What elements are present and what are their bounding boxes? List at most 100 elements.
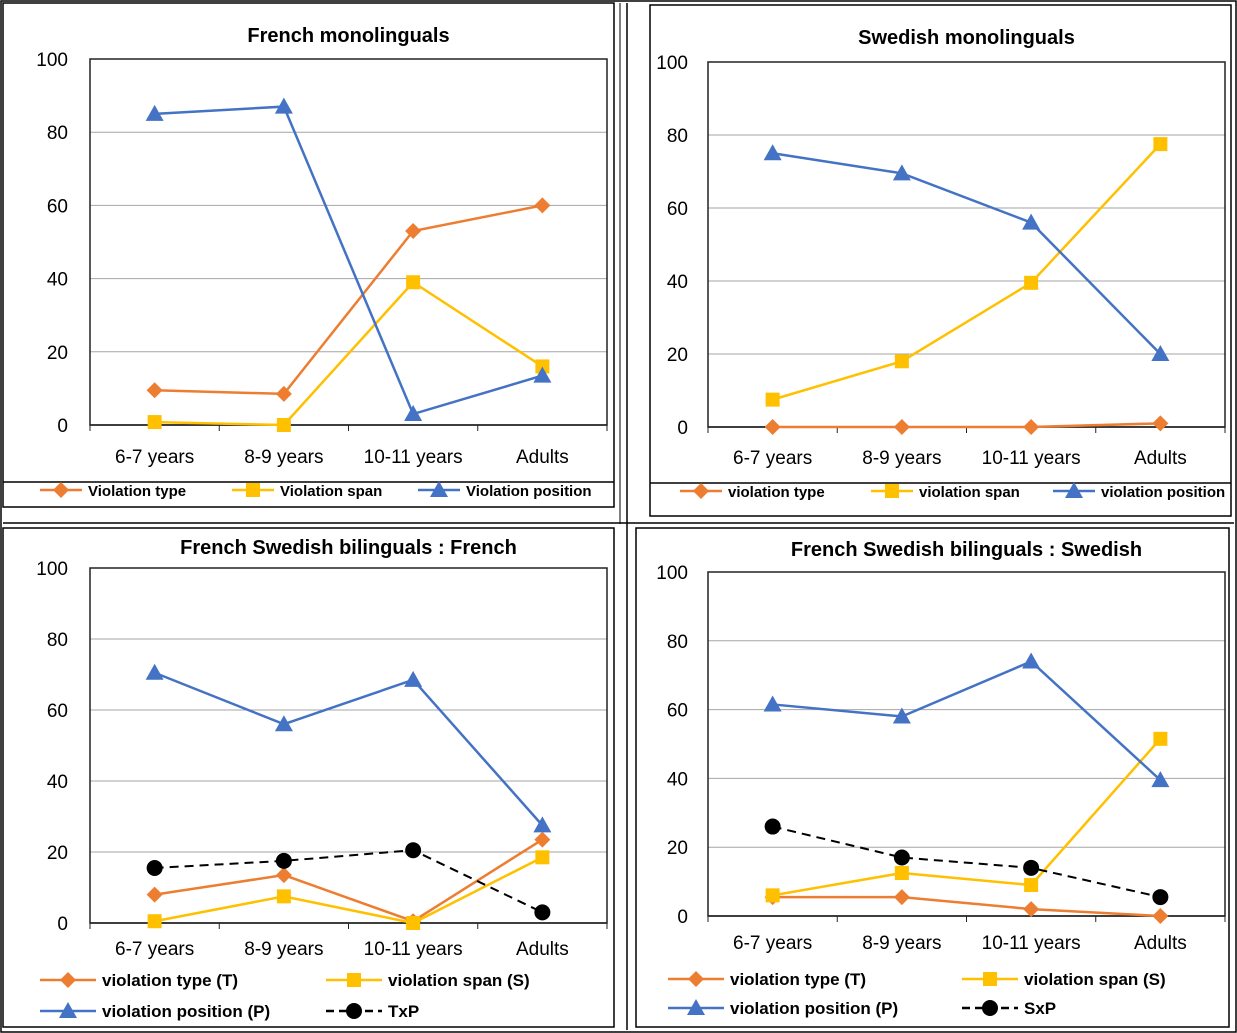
data-point xyxy=(404,670,423,687)
y-tick-label: 20 xyxy=(47,343,68,364)
legend-item-position: violation position xyxy=(1053,482,1225,501)
series-position xyxy=(763,652,1170,788)
series-line xyxy=(154,849,543,914)
legend-label: violation position xyxy=(1101,484,1225,501)
legend-label: violation position (P) xyxy=(102,1002,270,1021)
data-point xyxy=(1153,137,1168,152)
y-tick-label: 80 xyxy=(667,126,688,147)
data-point xyxy=(146,886,163,903)
series-span xyxy=(147,850,550,930)
legend-marker xyxy=(885,484,899,498)
legend-label: SxP xyxy=(1024,999,1056,1018)
panel-bilinguals-swedish: 0 20 40 60 80 100 6-7 years 8-9 years 10-11 year… xyxy=(635,527,1230,1028)
panel-bilinguals-french: 0 20 40 60 80 100 6-7 years 8-9 years 10-11 year… xyxy=(2,527,615,1028)
x-tick-label: Adults xyxy=(1134,448,1187,469)
legend-label: violation span xyxy=(919,484,1020,501)
legend-marker xyxy=(60,972,76,988)
x-tick-label: 8-9 years xyxy=(244,939,323,960)
data-point xyxy=(147,415,162,430)
data-point xyxy=(275,852,292,869)
legend-marker xyxy=(1065,482,1083,498)
x-tick-label: 10-11 years xyxy=(364,447,463,468)
legend-marker xyxy=(982,1000,998,1016)
legend-label: Violation type xyxy=(88,483,186,500)
data-point xyxy=(145,663,164,680)
series-line xyxy=(154,204,543,396)
legend-item-type: violation type (T) xyxy=(40,971,238,990)
data-point xyxy=(405,842,422,859)
chart-title: French Swedish bilinguals : French xyxy=(180,537,517,559)
data-point xyxy=(1023,901,1040,918)
x-tick-label: 8-9 years xyxy=(862,933,941,954)
data-point xyxy=(406,275,421,290)
data-point xyxy=(1024,275,1039,290)
legend-item-span: violation span (S) xyxy=(326,971,530,990)
legend-label: violation type (T) xyxy=(102,971,238,990)
legend: violation type violation span violation po… xyxy=(650,482,1231,501)
legend-item-span: violation span xyxy=(871,484,1020,501)
y-tick-label: 0 xyxy=(677,418,688,439)
series-type xyxy=(146,197,551,402)
data-point xyxy=(1023,859,1040,876)
legend-marker xyxy=(983,972,997,986)
chart-title: French monolinguals xyxy=(247,25,449,47)
legend-marker xyxy=(346,1003,362,1019)
data-point xyxy=(534,197,551,214)
data-point xyxy=(146,859,163,876)
data-point xyxy=(893,849,910,866)
series-span xyxy=(765,731,1168,903)
legend-marker xyxy=(53,482,69,498)
legend-marker xyxy=(246,483,260,497)
data-point xyxy=(1152,889,1169,906)
panel-frame xyxy=(635,527,1230,1028)
x-tick-label: 8-9 years xyxy=(244,447,323,468)
data-point xyxy=(765,888,780,903)
data-point xyxy=(765,392,780,407)
data-point xyxy=(1153,731,1168,746)
data-point xyxy=(406,916,421,930)
y-tick-label: 100 xyxy=(656,563,688,584)
data-point xyxy=(764,419,781,435)
legend-item-position: violation position (P) xyxy=(40,1002,270,1021)
panel-frame xyxy=(2,527,615,1028)
data-point xyxy=(1022,652,1041,669)
series-type xyxy=(146,831,551,930)
data-point xyxy=(763,144,782,161)
data-point xyxy=(893,419,910,435)
legend-item-interaction: SxP xyxy=(962,999,1056,1018)
legend-item-position: violation position (P) xyxy=(668,999,898,1018)
series-line xyxy=(154,105,543,416)
data-point xyxy=(1024,878,1039,893)
panel-swedish-monolinguals: 0 20 40 60 80 100 6-7 years 8-9 years 10-11 year… xyxy=(649,4,1232,517)
legend-item-type: Violation type xyxy=(40,482,186,500)
x-tick-label: Adults xyxy=(1134,933,1187,954)
y-tick-label: 60 xyxy=(667,701,688,722)
series-interaction xyxy=(146,842,551,921)
series-line xyxy=(772,659,1162,782)
y-tick-label: 60 xyxy=(667,199,688,220)
series-position xyxy=(763,144,1170,361)
data-point xyxy=(534,904,551,921)
x-tick-label: 10-11 years xyxy=(982,448,1081,469)
series-line xyxy=(772,738,1162,897)
legend: violation type (T) violation span (S) viol… xyxy=(40,971,530,1021)
data-point xyxy=(1152,908,1169,924)
data-point xyxy=(892,707,911,724)
data-point xyxy=(894,866,909,880)
data-point xyxy=(1151,345,1170,361)
x-tick-label: 6-7 years xyxy=(733,933,812,954)
legend-marker xyxy=(687,999,705,1015)
data-point xyxy=(275,867,292,884)
plot-area xyxy=(89,567,608,924)
x-tick-label: 10-11 years xyxy=(982,933,1081,954)
chart-title: Swedish monolinguals xyxy=(858,27,1075,49)
y-tick-label: 100 xyxy=(36,50,68,71)
y-tick-label: 80 xyxy=(47,630,68,651)
y-tick-label: 60 xyxy=(47,701,68,722)
legend-label: violation span (S) xyxy=(388,971,530,990)
legend-marker xyxy=(688,971,704,987)
data-point xyxy=(1152,415,1169,432)
data-point xyxy=(404,405,423,422)
y-tick-label: 40 xyxy=(47,772,68,793)
